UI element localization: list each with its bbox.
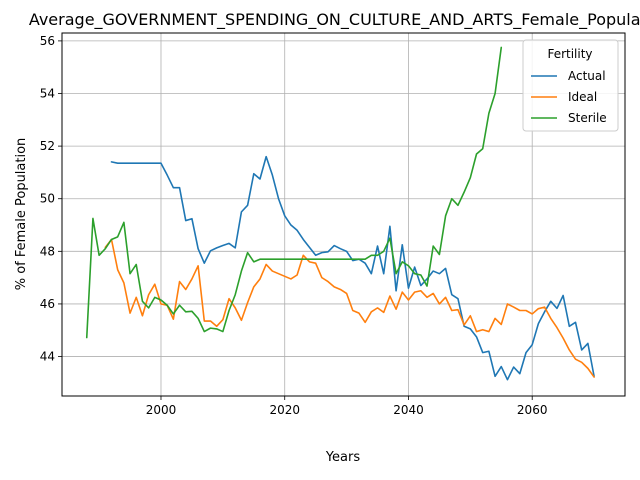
y-tick-label: 56 <box>40 34 55 48</box>
axes-frame <box>61 32 626 397</box>
legend-label-ideal: Ideal <box>568 90 597 104</box>
y-tick-label: 54 <box>40 87 55 101</box>
legend: Fertility Actual Ideal Sterile <box>522 39 619 132</box>
y-tick-label: 44 <box>40 350 55 364</box>
series-line-actual <box>110 155 595 381</box>
legend-label-sterile: Sterile <box>568 111 607 125</box>
plot-area <box>85 46 595 381</box>
x-axis-label: Years <box>325 450 361 465</box>
legend-title: Fertility <box>547 47 592 61</box>
x-tick-label: 2060 <box>517 403 548 417</box>
axis-ticks: 2000 2020 2040 2060 44 46 48 50 52 54 56 <box>40 34 548 417</box>
y-tick-label: 48 <box>40 244 55 258</box>
y-axis-label: % of Female Population <box>14 138 29 291</box>
series-line-ideal <box>104 238 595 378</box>
y-tick-label: 46 <box>40 297 55 311</box>
chart-title: Average_GOVERNMENT_SPENDING_ON_CULTURE_A… <box>29 10 640 30</box>
legend-label-actual: Actual <box>568 69 606 83</box>
x-tick-label: 2040 <box>393 403 424 417</box>
x-tick-label: 2020 <box>269 403 300 417</box>
series-line-sterile <box>85 46 503 339</box>
y-tick-label: 52 <box>40 139 55 153</box>
legend-box <box>522 39 619 132</box>
y-tick-label: 50 <box>40 192 55 206</box>
x-tick-label: 2000 <box>146 403 177 417</box>
